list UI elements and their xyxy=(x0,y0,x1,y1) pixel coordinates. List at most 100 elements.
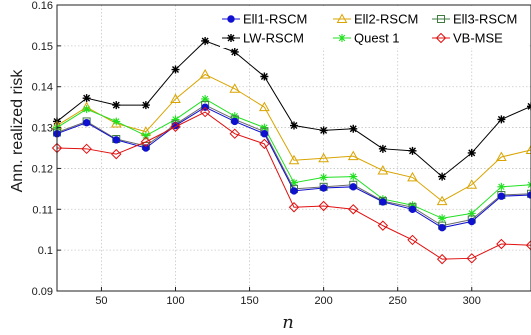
data-point xyxy=(290,187,298,195)
legend-label: Ell1-RSCM xyxy=(243,12,307,27)
data-point xyxy=(201,36,210,45)
data-point xyxy=(436,195,448,206)
data-point xyxy=(466,253,477,264)
series-line xyxy=(56,73,531,202)
legend-label: LW-RSCM xyxy=(243,31,304,46)
data-point xyxy=(496,238,507,250)
legend-label: Quest 1 xyxy=(354,31,400,46)
data-point xyxy=(112,117,121,126)
grid xyxy=(57,4,531,292)
legend-entry: LW-RSCM xyxy=(222,31,304,46)
data-point xyxy=(497,115,506,124)
data-point xyxy=(199,68,211,79)
plot-frame xyxy=(56,4,531,292)
data-point xyxy=(260,123,269,132)
data-point xyxy=(407,234,418,246)
legend-entry: Ell1-RSCM xyxy=(222,12,307,27)
legend-marker xyxy=(338,34,346,42)
data-point xyxy=(170,93,181,103)
y-tick-label: 0.12 xyxy=(32,163,53,175)
data-point xyxy=(436,253,448,265)
legend-label: Ell3-RSCM xyxy=(453,12,517,27)
x-tick-label: 150 xyxy=(240,295,258,307)
data-point xyxy=(349,124,358,133)
legend-marker xyxy=(435,32,447,44)
data-point xyxy=(260,72,269,81)
legend-entry: Quest 1 xyxy=(333,31,400,46)
data-point xyxy=(467,148,476,157)
data-point xyxy=(82,105,91,114)
data-point xyxy=(288,154,300,165)
data-point xyxy=(318,152,329,163)
data-point xyxy=(438,172,447,181)
data-point xyxy=(318,200,329,212)
y-tick-label: 0.09 xyxy=(32,286,53,298)
data-point xyxy=(319,126,328,135)
data-point xyxy=(438,223,446,232)
data-point xyxy=(408,205,417,213)
data-point xyxy=(112,101,121,110)
data-point xyxy=(497,192,506,200)
data-point xyxy=(171,115,180,124)
data-point xyxy=(348,204,359,215)
data-point xyxy=(349,172,358,181)
data-point xyxy=(142,144,150,152)
data-point xyxy=(525,240,531,251)
data-point xyxy=(377,164,389,175)
data-point xyxy=(229,128,240,139)
data-point xyxy=(497,182,506,191)
y-tick-label: 0.14 xyxy=(32,82,53,94)
legend: Ell1-RSCM Ell2-RSCM Ell3-RSCM LW-RSCM Quest … xyxy=(220,6,528,48)
data-point xyxy=(229,83,241,93)
legend-box xyxy=(220,6,528,48)
data-point xyxy=(379,198,387,206)
x-tick-label: 200 xyxy=(314,295,332,307)
data-point xyxy=(290,178,298,187)
data-point xyxy=(496,151,507,161)
data-point xyxy=(319,184,328,192)
data-point xyxy=(201,94,210,103)
data-point xyxy=(525,144,531,155)
data-point xyxy=(231,117,239,126)
x-tick-label: 100 xyxy=(166,295,184,307)
data-point xyxy=(466,179,478,189)
data-point xyxy=(407,171,418,182)
data-point xyxy=(527,102,531,111)
data-point xyxy=(408,146,417,155)
data-point xyxy=(259,101,270,112)
y-tick-label: 0.16 xyxy=(32,0,53,12)
y-tick-label: 0.11 xyxy=(32,204,53,216)
data-point xyxy=(112,136,120,144)
data-point xyxy=(467,209,476,218)
legend-entry: VB-MSE xyxy=(432,31,503,46)
data-point xyxy=(468,217,476,226)
data-point xyxy=(82,94,91,103)
x-axis-label: n xyxy=(282,312,294,333)
data-point xyxy=(438,214,447,223)
data-point xyxy=(260,130,269,138)
data-point xyxy=(82,118,91,127)
series-quest-1 xyxy=(53,94,531,223)
y-tick-label: 0.13 xyxy=(32,123,53,135)
legend-entry: Ell2-RSCM xyxy=(333,12,418,27)
legend-label: Ell2-RSCM xyxy=(354,12,418,27)
y-tick-label: 0.1 xyxy=(38,245,53,257)
data-point xyxy=(347,150,359,161)
data-point xyxy=(141,131,150,140)
series-layer xyxy=(51,36,531,265)
data-point xyxy=(527,180,531,189)
legend-marker xyxy=(227,34,235,42)
legend-marker xyxy=(336,13,348,23)
y-axis-label: Ann. realized risk xyxy=(9,69,26,193)
data-point xyxy=(111,148,122,160)
data-point xyxy=(378,144,387,153)
data-point xyxy=(290,121,298,130)
data-point xyxy=(171,65,180,74)
data-point xyxy=(170,121,181,132)
data-point xyxy=(288,202,300,213)
series-lw-rscm xyxy=(53,36,531,181)
legend-marker xyxy=(227,15,235,23)
data-point xyxy=(408,201,417,210)
data-point xyxy=(230,47,239,56)
